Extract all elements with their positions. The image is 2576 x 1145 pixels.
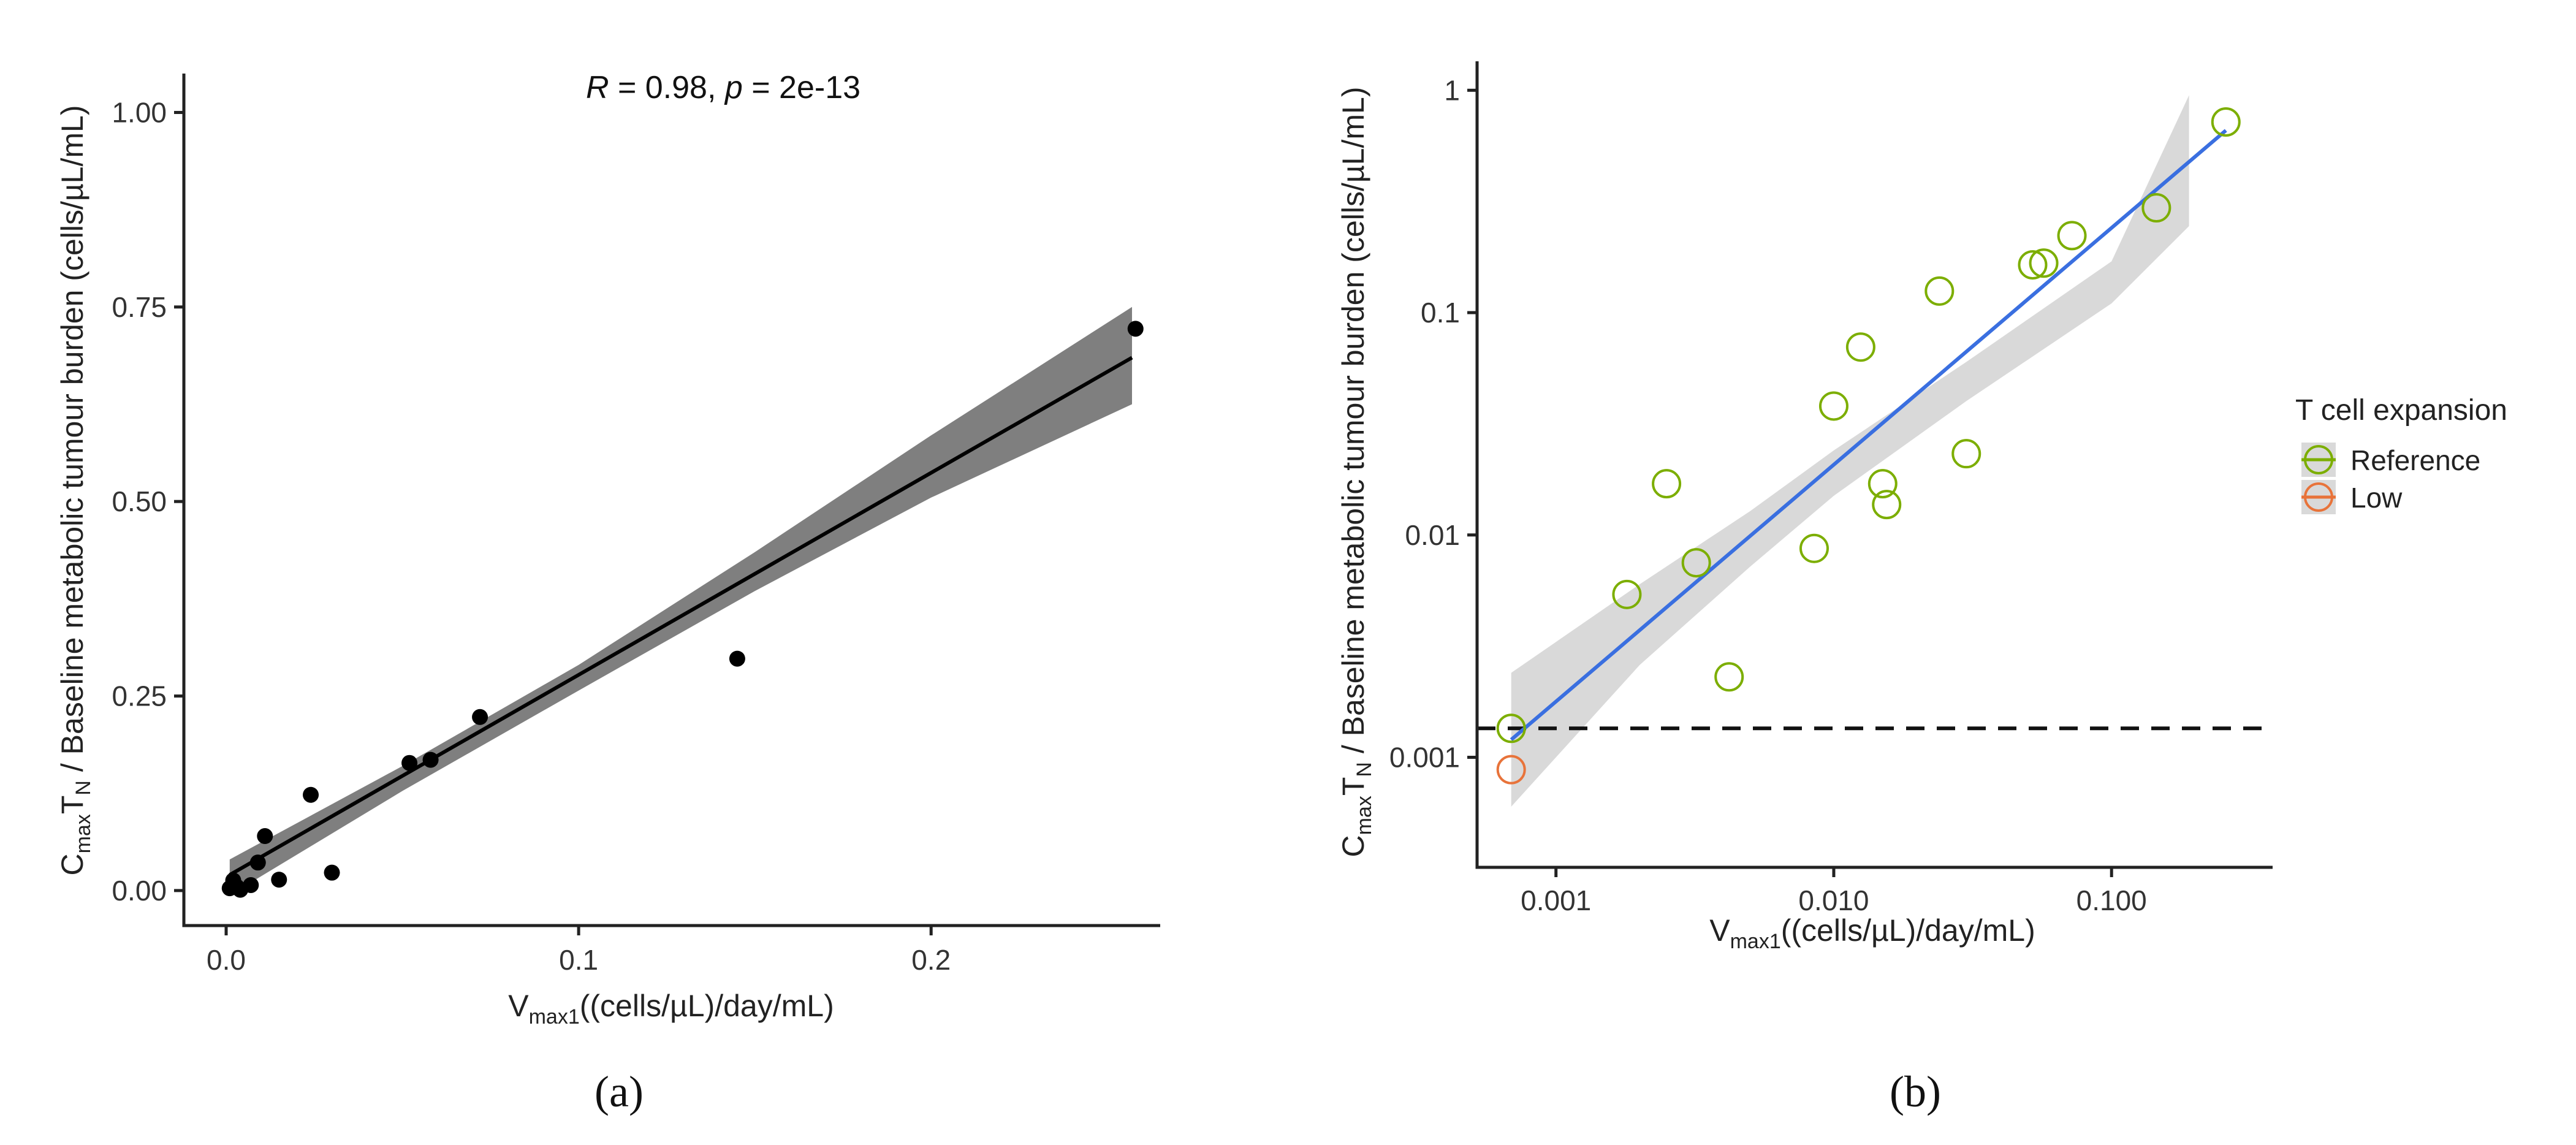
y-tick-label: 0.50: [112, 485, 167, 517]
panel-b-data-point-reference: [1867, 469, 1898, 499]
panel-a-y-ticks: 0.00 0.25 0.50 0.75 1.00: [112, 96, 184, 907]
panel-b-data-point-reference: [1924, 276, 1955, 306]
x-tick-label: 0.001: [1521, 884, 1591, 916]
x-tick-label: 0.010: [1798, 884, 1869, 916]
panel-a-data-point: [422, 751, 439, 768]
panel-b-data-point-reference: [1951, 439, 1981, 469]
panel-a-fit-line: [229, 356, 1133, 877]
x-tick-label: 0.2: [911, 944, 951, 976]
panel-a-data-point: [729, 650, 745, 667]
panel-a-y-axis-label: CmaxTN / Baseline metabolic tumour burde…: [55, 105, 95, 876]
panel-b-data-point-reference: [2018, 250, 2048, 280]
y-tick-label: 1.00: [112, 96, 167, 128]
panel-b-data-point-reference: [2057, 221, 2087, 251]
panel-a-data-point: [401, 755, 418, 771]
panel-b-data-point-reference: [1799, 533, 1829, 563]
panel-a-points: [221, 321, 1144, 898]
panel-b-fit-line: [1510, 129, 2227, 742]
panel-b-points: [1496, 107, 2241, 785]
y-tick-label: 0.25: [112, 680, 167, 712]
y-tick-label: 0.1: [1421, 297, 1460, 329]
panel-a-confidence-band: [229, 306, 1132, 896]
panel-b-data-point-reference: [1714, 662, 1744, 692]
x-tick-label: 0.0: [207, 944, 246, 976]
panel-a: 0.0 0.1 0.2 0.00 0.25 0.50 0.75 1.00 R = 0.98,…: [55, 70, 1160, 1116]
panel-b-data-point-reference: [1496, 713, 1526, 744]
panel-a-data-point: [249, 854, 266, 871]
panel-b-data-point-reference: [1652, 469, 1682, 499]
panel-b-label: (b): [1890, 1067, 1941, 1116]
y-tick-label: 0.001: [1389, 741, 1460, 773]
panel-b-data-point-reference: [1681, 548, 1711, 578]
x-tick-label: 0.100: [2076, 884, 2147, 916]
panel-b-data-point-reference: [1612, 579, 1642, 609]
panel-b-y-ticks: 0.001 0.01 0.1 1: [1389, 74, 1477, 773]
legend-title: T cell expansion: [2295, 394, 2507, 427]
panel-b-data-point-reference: [1818, 391, 1848, 421]
legend-label-low: Low: [2350, 482, 2403, 514]
panel-a-data-point: [324, 864, 340, 881]
panel-a-data-point: [243, 877, 259, 893]
panel-b-data-point-reference: [2029, 248, 2059, 278]
panel-a-x-axis-label: Vmax1((cells/µL)/day/mL): [508, 989, 834, 1029]
panel-b: 0.001 0.010 0.100 0.001 0.01 0.1 1 Vmax1((cel…: [1336, 61, 2507, 1116]
panel-a-label: (a): [595, 1067, 644, 1116]
panel-a-data-point: [271, 872, 287, 888]
panel-a-data-point: [303, 786, 319, 803]
panel-b-legend: T cell expansion Reference Low: [2295, 394, 2507, 514]
panel-a-correlation-annotation: R = 0.98, p = 2e-13: [586, 70, 861, 105]
y-tick-label: 0.01: [1405, 519, 1460, 551]
legend-entry-reference: Reference: [2301, 443, 2480, 477]
panel-a-data-point: [1127, 321, 1144, 337]
legend-label-reference: Reference: [2350, 444, 2480, 476]
panel-a-data-point: [257, 828, 273, 845]
panel-b-data-point-reference: [2141, 193, 2171, 223]
legend-key-low-marker: [2304, 482, 2333, 512]
y-tick-label: 0.00: [112, 875, 167, 907]
panel-b-axes: [1475, 61, 2273, 869]
panel-b-data-point-reference: [1872, 490, 1902, 520]
panel-b-data-point-reference: [1845, 332, 1875, 362]
y-tick-label: 0.75: [112, 291, 167, 323]
legend-entry-low: Low: [2301, 480, 2403, 514]
panel-a-axes: [182, 74, 1160, 927]
x-tick-label: 0.1: [559, 944, 598, 976]
panel-b-data-point-reference: [2211, 107, 2241, 137]
panel-b-y-axis-label: CmaxTN / Baseline metabolic tumour burde…: [1336, 87, 1376, 858]
legend-key-reference-marker: [2304, 445, 2333, 474]
panel-b-x-ticks: 0.001 0.010 0.100: [1521, 867, 2147, 916]
panel-a-x-ticks: 0.0 0.1 0.2: [207, 926, 951, 976]
panel-b-data-point-low: [1496, 755, 1526, 785]
y-tick-label: 1: [1444, 74, 1460, 106]
panel-b-x-axis-label: Vmax1((cells/µL)/day/mL): [1709, 913, 2035, 953]
panel-a-data-point: [472, 709, 488, 725]
